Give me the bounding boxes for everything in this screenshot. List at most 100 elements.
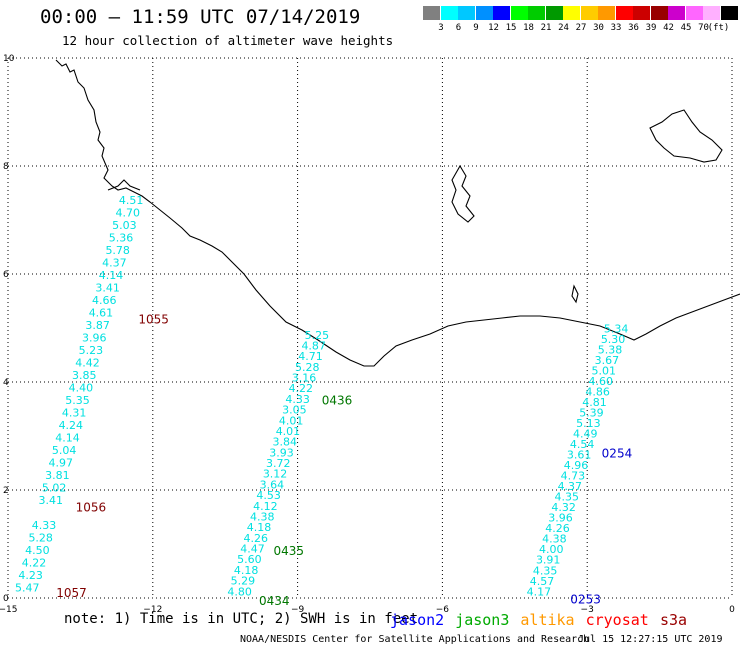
wave-height-label: 5.38 (598, 343, 623, 356)
map-grid (7, 57, 733, 599)
scale-label: 9 (473, 23, 479, 33)
wave-height-label: 4.81 (582, 396, 607, 409)
scale-label: 70 (698, 23, 709, 33)
scale-label: 18 (523, 23, 534, 33)
wave-height-label: 4.26 (545, 522, 570, 535)
scale-swatch (510, 6, 528, 20)
wave-height-label: 4.22 (22, 557, 47, 570)
scale-swatch (563, 6, 580, 20)
wave-height-label: 5.30 (601, 333, 626, 346)
scale-label: 27 (575, 23, 587, 33)
footer-note: note: 1) Time is in UTC; 2) SWH is in fe… (64, 611, 419, 627)
wave-height-label: 4.00 (539, 543, 564, 556)
pass-time-label: 0434 (259, 594, 290, 608)
scale-swatch (633, 6, 650, 20)
scale-swatch (720, 6, 738, 20)
pass-time-label: 0254 (602, 447, 633, 461)
wave-height-label: 4.18 (234, 564, 259, 577)
coastline-east (649, 109, 723, 163)
wave-height-label: 4.66 (92, 294, 117, 307)
wave-height-label: 4.51 (119, 194, 144, 207)
wave-height-label: 3.41 (95, 281, 120, 294)
scale-label: 45 (680, 23, 692, 33)
wave-height-label: 3.96 (548, 512, 573, 525)
lake-volta (451, 164, 475, 223)
map-title: 00:00 – 11:59 UTC 07/14/2019 (40, 6, 361, 28)
y-tick-label: 6 (3, 270, 9, 280)
coastline (55, 59, 740, 367)
scale-swatch (475, 6, 493, 20)
wave-height-label: 5.47 (15, 582, 40, 595)
scale-label: 33 (610, 23, 622, 33)
wave-height-label: 4.61 (89, 306, 114, 319)
pass-time-label: 0435 (273, 544, 304, 558)
wave-height-label: 3.85 (72, 369, 97, 382)
scale-label: 12 (488, 23, 499, 33)
wave-height-label: 3.84 (272, 436, 297, 449)
scale-swatch (668, 6, 685, 20)
satellite-legend-item: jason3 (455, 611, 510, 629)
altimeter-tracks: 4.514.705.035.365.784.374.143.414.664.61… (15, 194, 629, 598)
generated-timestamp: Jul 15 12:27:15 UTC 2019 (578, 634, 723, 645)
scale-label: 39 (645, 23, 657, 33)
wave-height-label: 3.91 (536, 554, 561, 567)
wave-height-label: 3.87 (85, 319, 110, 332)
wave-height-label: 4.97 (49, 456, 74, 469)
scale-label: 30 (593, 23, 604, 33)
satellite-legend-item: jason2 (390, 611, 445, 629)
satellite-legend-item: cryosat (585, 611, 649, 629)
x-tick-label: 0 (729, 605, 735, 615)
wave-height-label: 4.33 (285, 393, 310, 406)
wave-height-label: 4.87 (301, 339, 326, 352)
wave-height-label: 5.02 (42, 481, 67, 494)
wave-height-label: 3.12 (263, 468, 288, 481)
x-tick-label: −6 (436, 605, 450, 615)
wave-height-label: 4.22 (289, 382, 314, 395)
y-tick-label: 10 (3, 54, 15, 64)
pass-time-label: 0253 (570, 592, 601, 606)
wave-height-label: 5.23 (79, 344, 104, 357)
x-tick-label: −12 (143, 605, 162, 615)
wave-height-label: 4.40 (69, 381, 94, 394)
scale-label: 3 (438, 23, 444, 33)
scale-swatch (440, 6, 458, 20)
pass-time-label: 0436 (322, 394, 353, 408)
pass-time-label: 1055 (138, 313, 169, 327)
coastline-inlet (107, 179, 141, 191)
wave-height-label: 4.37 (558, 480, 583, 493)
wave-height-label: 3.05 (282, 404, 307, 417)
wave-height-label: 4.14 (55, 431, 80, 444)
wave-height-label: 5.39 (579, 406, 604, 419)
satellite-legend-item: altika (520, 611, 575, 629)
scale-swatch (615, 6, 633, 20)
wave-height-label: 5.35 (65, 394, 90, 407)
wave-height-label: 5.03 (112, 219, 137, 232)
wave-height-label: 3.64 (260, 478, 285, 491)
wave-height-label: 5.28 (295, 361, 320, 374)
scale-swatch (580, 6, 598, 20)
pass-time-labels: 1055 1056 1057 0436 0435 0434 0254 0253 (56, 313, 632, 608)
scale-swatch (545, 6, 563, 20)
scale-swatch (598, 6, 615, 20)
wave-height-label: 4.50 (25, 544, 50, 557)
wave-height-label: 4.14 (99, 269, 124, 282)
wave-height-label: 4.24 (59, 419, 84, 432)
wave-height-label: 3.93 (269, 446, 294, 459)
wave-height-label: 4.60 (588, 375, 613, 388)
wave-height-label: 5.34 (604, 322, 629, 335)
wave-height-label: 3.67 (595, 354, 620, 367)
credit-line: NOAA/NESDIS Center for Satellite Applica… (240, 634, 590, 645)
x-tick-label: −9 (291, 605, 305, 615)
scale-swatch (528, 6, 545, 20)
wave-height-label: 4.01 (279, 414, 304, 427)
wave-height-label: 3.81 (45, 469, 70, 482)
wave-height-label: 5.13 (576, 417, 601, 430)
wave-height-label: 5.36 (109, 231, 134, 244)
wave-height-label: 4.47 (240, 543, 265, 556)
y-tick-label: 8 (3, 162, 9, 172)
wave-height-label: 3.96 (82, 331, 107, 344)
x-tick-label: −15 (0, 605, 18, 615)
pass-time-label: 1057 (56, 586, 87, 600)
scale-swatch (458, 6, 475, 20)
